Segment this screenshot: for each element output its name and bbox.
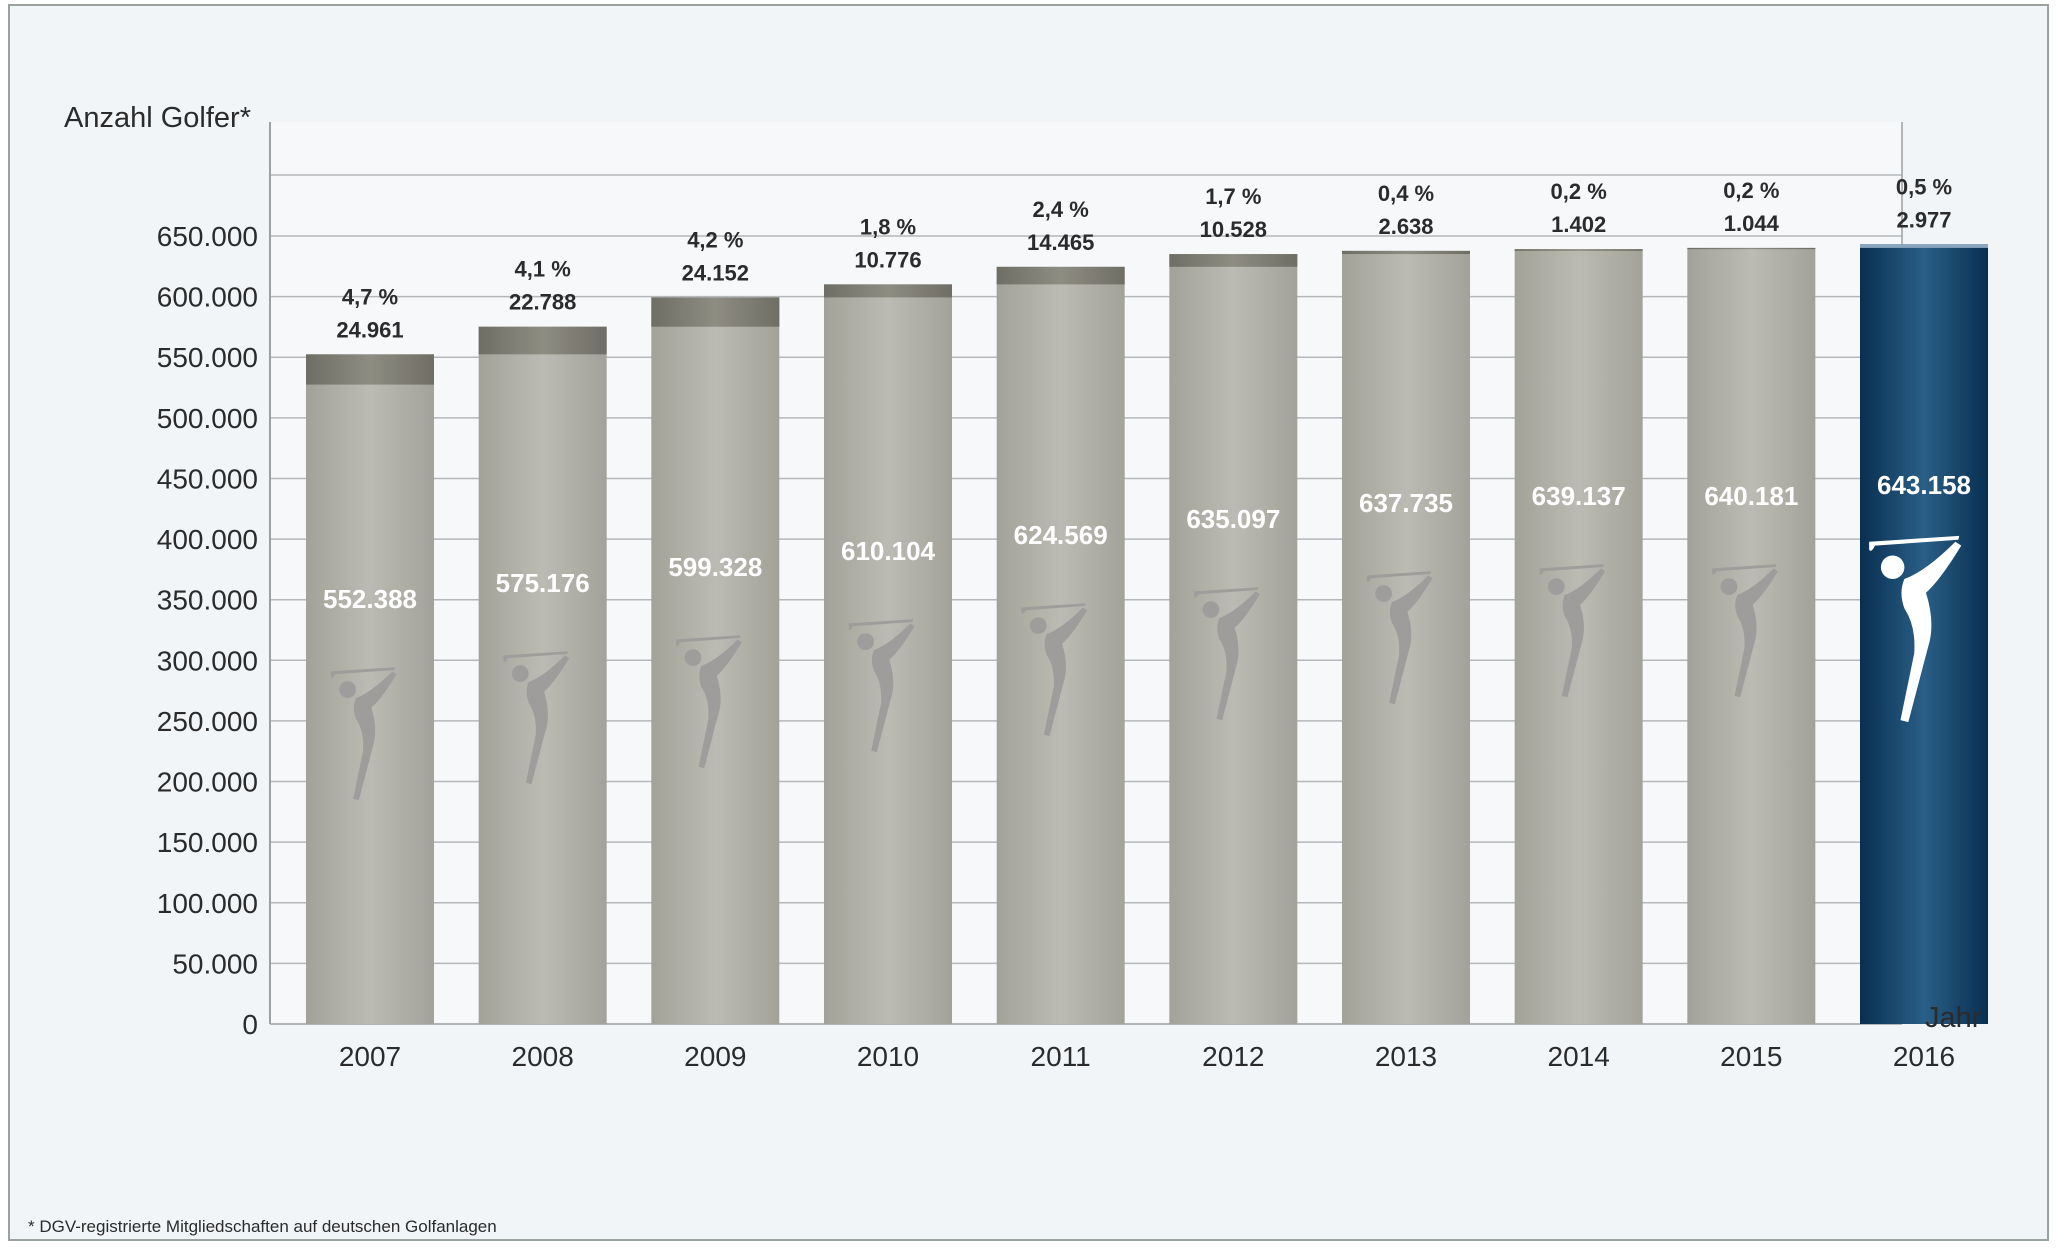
bar-increase-2011	[996, 266, 1125, 285]
bar-increase-2015	[1687, 247, 1816, 250]
growth-percent-label: 4,1 %	[515, 257, 571, 282]
x-tick-labels: 2007 2008 2009 2010 2011 2012 2013 2014 2015 2016	[339, 1041, 1955, 1072]
bar-value-label: 599.328	[668, 552, 762, 582]
bar-increase-2014	[1514, 249, 1643, 251]
x-tick-label: 2007	[339, 1041, 401, 1072]
bars: 4,7 % 24.961 552.388 4,1 % 22.788 575.176 4,2 …	[306, 174, 1988, 1025]
y-tick-label: 150.000	[157, 827, 258, 858]
increase-label: 10.776	[854, 247, 921, 272]
y-tick-label: 300.000	[157, 645, 258, 676]
increase-label: 24.152	[682, 260, 749, 285]
bar-increase-2016	[1860, 244, 1988, 248]
increase-label: 1.044	[1724, 211, 1780, 236]
growth-percent-label: 0,5 %	[1896, 174, 1952, 199]
y-axis-title: Anzahl Golfer*	[64, 102, 251, 134]
x-tick-label: 2013	[1375, 1041, 1437, 1072]
growth-percent-label: 0,2 %	[1723, 178, 1779, 203]
x-axis-title: Jahr	[1925, 1002, 1982, 1034]
bar-value-label: 552.388	[323, 584, 417, 614]
y-tick-label: 550.000	[157, 342, 258, 373]
bar-value-label: 575.176	[496, 568, 590, 598]
bar-value-label: 624.569	[1014, 520, 1108, 550]
growth-percent-label: 0,4 %	[1378, 181, 1434, 206]
x-tick-label: 2010	[857, 1041, 919, 1072]
bar-value-label: 637.735	[1359, 488, 1453, 518]
x-tick-label: 2015	[1720, 1041, 1782, 1072]
y-tick-label: 0	[242, 1009, 258, 1040]
y-tick-label: 400.000	[157, 524, 258, 555]
bar-increase-2010	[824, 284, 952, 298]
x-tick-label: 2009	[684, 1041, 746, 1072]
bar-increase-2008	[478, 326, 607, 355]
bar-value-label: 643.158	[1877, 470, 1971, 500]
bar-value-label: 640.181	[1704, 481, 1798, 511]
x-tick-label: 2016	[1893, 1041, 1955, 1072]
y-tick-labels: 0 50.000 100.000 150.000 200.000 250.000 300.0…	[157, 221, 258, 1040]
bar-increase-2009	[651, 297, 780, 327]
increase-label: 24.961	[336, 317, 403, 342]
growth-percent-label: 1,7 %	[1205, 184, 1261, 209]
y-tick-label: 600.000	[157, 282, 258, 313]
bar-value-label: 635.097	[1186, 504, 1280, 534]
growth-percent-label: 4,7 %	[342, 284, 398, 309]
x-tick-label: 2012	[1202, 1041, 1264, 1072]
bar-increase-2013	[1342, 250, 1470, 255]
growth-percent-label: 1,8 %	[860, 214, 916, 239]
increase-label: 2.977	[1896, 207, 1951, 232]
increase-label: 14.465	[1027, 230, 1094, 255]
bar-2007	[306, 354, 434, 1024]
y-tick-label: 500.000	[157, 403, 258, 434]
footnote: * DGV-registrierte Mitgliedschaften auf …	[28, 1217, 497, 1236]
growth-percent-label: 0,2 %	[1551, 179, 1607, 204]
increase-label: 22.788	[509, 290, 576, 315]
y-tick-label: 250.000	[157, 706, 258, 737]
y-tick-label: 650.000	[157, 221, 258, 252]
y-tick-label: 200.000	[157, 767, 258, 798]
increase-label: 1.402	[1551, 212, 1606, 237]
y-tick-label: 350.000	[157, 585, 258, 616]
bar-value-label: 610.104	[841, 536, 936, 566]
increase-label: 2.638	[1378, 214, 1433, 239]
bar-increase-2012	[1169, 254, 1298, 267]
y-tick-label: 50.000	[172, 948, 258, 979]
bar-increase-2007	[306, 354, 434, 385]
x-tick-label: 2008	[512, 1041, 574, 1072]
increase-label: 10.528	[1200, 217, 1267, 242]
growth-percent-label: 2,4 %	[1033, 197, 1089, 222]
y-tick-label: 100.000	[157, 888, 258, 919]
growth-percent-label: 4,2 %	[687, 227, 743, 252]
y-tick-label: 450.000	[157, 463, 258, 494]
bar-value-label: 639.137	[1532, 481, 1626, 511]
x-tick-label: 2014	[1548, 1041, 1610, 1072]
x-tick-label: 2011	[1031, 1041, 1091, 1072]
